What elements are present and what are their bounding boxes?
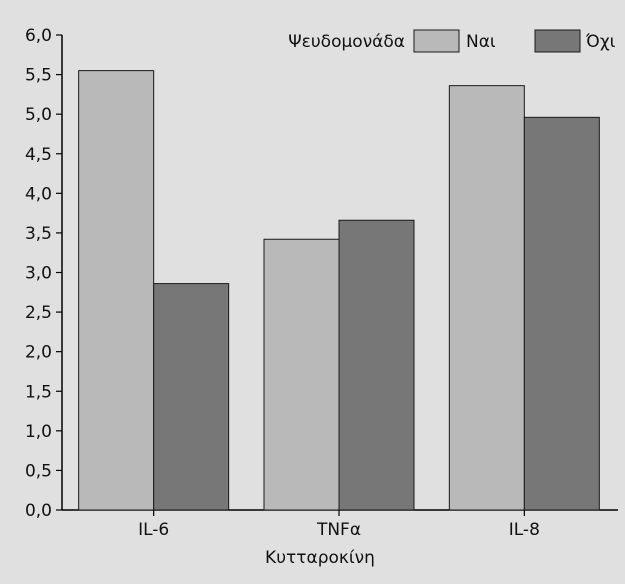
legend-label: Ναι [466, 32, 496, 52]
bar [263, 238, 340, 511]
y-tick-label: 5,5 [25, 66, 52, 86]
y-tick-label: 3,5 [25, 224, 52, 244]
y-tick-label: 1,5 [25, 382, 52, 402]
x-tick-label: TNFα [316, 520, 361, 540]
bars [78, 70, 600, 511]
y-tick-label: 2,5 [25, 303, 52, 323]
legend-swatch [534, 29, 581, 53]
bar [448, 85, 525, 511]
x-axis-label: Κυτταροκίνη [265, 548, 375, 568]
x-tick-label: IL-8 [509, 520, 540, 540]
legend-label: Όχι [585, 32, 616, 52]
y-tick-label: 0,0 [25, 501, 52, 521]
y-tick-label: 4,0 [25, 184, 52, 204]
legend-title: Ψευδομονάδα [288, 32, 405, 52]
bar [153, 283, 230, 511]
y-tick-label: 2,0 [25, 343, 52, 363]
x-tick-label: IL-6 [138, 520, 169, 540]
y-tick-label: 3,0 [25, 264, 52, 284]
bar [523, 116, 600, 511]
y-tick-label: 1,0 [25, 422, 52, 442]
bar [78, 70, 155, 511]
legend-swatch [413, 29, 460, 53]
y-tick-label: 0,5 [25, 461, 52, 481]
y-tick-label: 6,0 [25, 26, 52, 46]
legend: Ψευδομονάδα Ναι Όχι [288, 29, 616, 53]
y-tick-label: 5,0 [25, 105, 52, 125]
y-tick-label: 4,5 [25, 145, 52, 165]
y-axis: 0,0 0,5 1,0 1,5 2,0 2,5 3,0 3,5 4,0 4,5 5,0 5,5 6,0 [25, 26, 63, 521]
bar [338, 219, 415, 511]
